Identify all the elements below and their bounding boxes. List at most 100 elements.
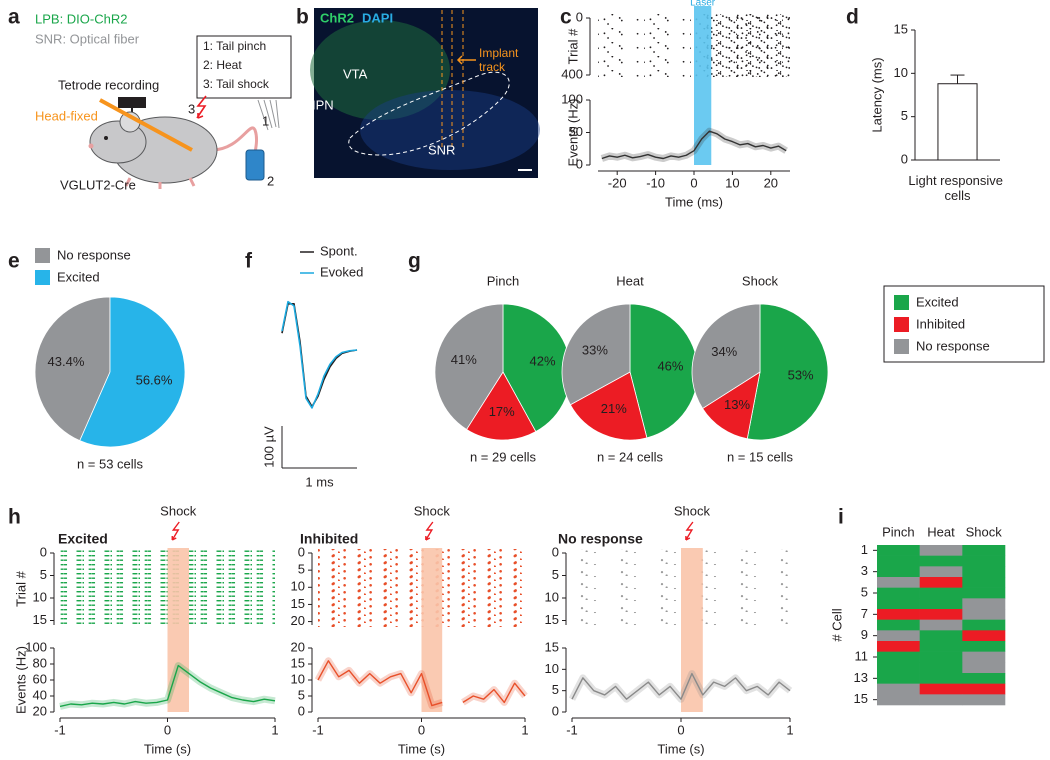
pie-note: n = 15 cells — [727, 449, 794, 464]
y-tick-label: 5 — [298, 687, 305, 702]
x-tick-label: 1 — [521, 722, 528, 737]
x-tick-label: 0 — [164, 722, 171, 737]
shock-icon — [685, 521, 694, 541]
stimulus-window — [681, 548, 703, 712]
annotation: Laser — [690, 0, 716, 9]
pie-slice — [434, 303, 504, 430]
legend-label: Excited — [57, 269, 100, 284]
marker: 2 — [267, 173, 274, 188]
stimulus-box — [196, 35, 292, 99]
heatmap-cell — [877, 619, 920, 631]
head-bar — [99, 98, 193, 152]
heatmap-cell — [919, 630, 963, 642]
x-axis-label: Time (s) — [657, 741, 704, 756]
y-tick-label: 100 — [561, 91, 583, 106]
x-tick-label: 1 — [786, 722, 793, 737]
legend-label: No response — [916, 338, 990, 353]
legend-label: Excited — [916, 294, 959, 309]
y-tick-label: 15 — [545, 612, 559, 627]
pie-title: Heat — [616, 273, 644, 288]
pie-slice — [79, 296, 186, 448]
column-label: Pinch — [882, 524, 915, 539]
y-tick-label: 15 — [291, 655, 305, 670]
label: SNR: Optical fiber — [35, 31, 140, 46]
x-tick-label: -10 — [646, 175, 665, 190]
y-axis-label: Latency (ms) — [869, 57, 884, 132]
y-tick-label: 0 — [298, 703, 305, 718]
pie-slice — [466, 371, 537, 441]
x-tick-label: -20 — [608, 175, 627, 190]
panel-letter: g — [408, 250, 421, 273]
y-axis-label: Trial # — [13, 570, 28, 606]
marker: 3 — [188, 101, 195, 116]
heatmap-cell — [962, 694, 1006, 706]
heatmap-cell — [962, 587, 1006, 599]
heatmap-cell — [877, 566, 920, 578]
pie-title: Pinch — [487, 273, 520, 288]
pinch-wires — [257, 99, 280, 131]
heatmap-cell — [877, 598, 920, 610]
y-tick-label: 100 — [25, 639, 47, 654]
heatmap-cell — [962, 651, 1006, 663]
heatmap-cell — [962, 555, 1006, 567]
raster — [705, 14, 790, 77]
slice-label: 33% — [582, 343, 608, 358]
heatmap-cell — [919, 587, 963, 599]
line — [59, 664, 276, 708]
legend-label: No response — [57, 247, 131, 262]
x-tick-label: 20 — [764, 175, 778, 190]
panel-letter: i — [838, 506, 844, 529]
heatmap-cell — [919, 651, 963, 663]
y-tick-label: 20 — [33, 703, 47, 718]
y-tick-label: 20 — [291, 639, 305, 654]
heatmap-cell — [877, 555, 920, 567]
heatmap-cell — [962, 609, 1006, 620]
stimulus: 1: Tail pinch — [203, 39, 266, 53]
y-tick-label: 60 — [33, 671, 47, 686]
raster-title: No response — [558, 531, 643, 547]
raster-title: Excited — [58, 531, 108, 547]
line — [601, 130, 787, 160]
implant-tracks — [441, 10, 464, 150]
pie-title: Shock — [742, 273, 779, 288]
stimulus-window — [694, 6, 712, 165]
heatmap-cell — [919, 555, 963, 567]
legend-swatch — [894, 317, 909, 332]
line — [317, 660, 526, 707]
x-tick-label: 0 — [690, 175, 697, 190]
legend-label: Spont. — [320, 243, 358, 258]
y-tick-label: 0 — [298, 544, 305, 559]
pie-slice — [561, 303, 631, 406]
stimulus-window — [167, 548, 189, 712]
y-tick-label: 5 — [40, 567, 47, 582]
slice-label: 21% — [601, 401, 627, 416]
y-tick-label: 5 — [901, 108, 908, 123]
y-tick-label: 15 — [854, 691, 868, 706]
label: Head-fixed — [35, 108, 98, 123]
raster-title: Inhibited — [300, 531, 358, 547]
y-tick-label: 0 — [901, 151, 908, 166]
stimulus: 3: Tail shock — [203, 77, 270, 91]
panel-a: LPB: DIO-ChR2 SNR: Optical fiber 1: Tail… — [35, 11, 292, 192]
y-tick-label: 50 — [569, 124, 583, 139]
label: LPB: DIO-ChR2 — [35, 11, 127, 26]
heatmap-cell — [919, 577, 963, 588]
heatmap-cell — [919, 673, 963, 684]
pie-slice — [691, 303, 761, 409]
y-tick-label: 10 — [894, 65, 908, 80]
implant-label: Implant track — [479, 46, 522, 74]
legend-label: Inhibited — [916, 316, 965, 331]
heat-cup — [245, 149, 265, 181]
arrow — [456, 55, 476, 65]
x-tick-label: 1 — [271, 722, 278, 737]
annotation: Shock — [674, 503, 711, 518]
heatmap-cell — [962, 619, 1006, 631]
heatmap-cell — [877, 683, 920, 695]
shock-icon — [196, 95, 207, 119]
slice-label: 43.4% — [48, 354, 85, 369]
y-tick-label: 5 — [298, 562, 305, 577]
heatmap-cell — [919, 641, 963, 652]
y-tick-label: 80 — [33, 655, 47, 670]
panel-letter: a — [8, 6, 20, 29]
